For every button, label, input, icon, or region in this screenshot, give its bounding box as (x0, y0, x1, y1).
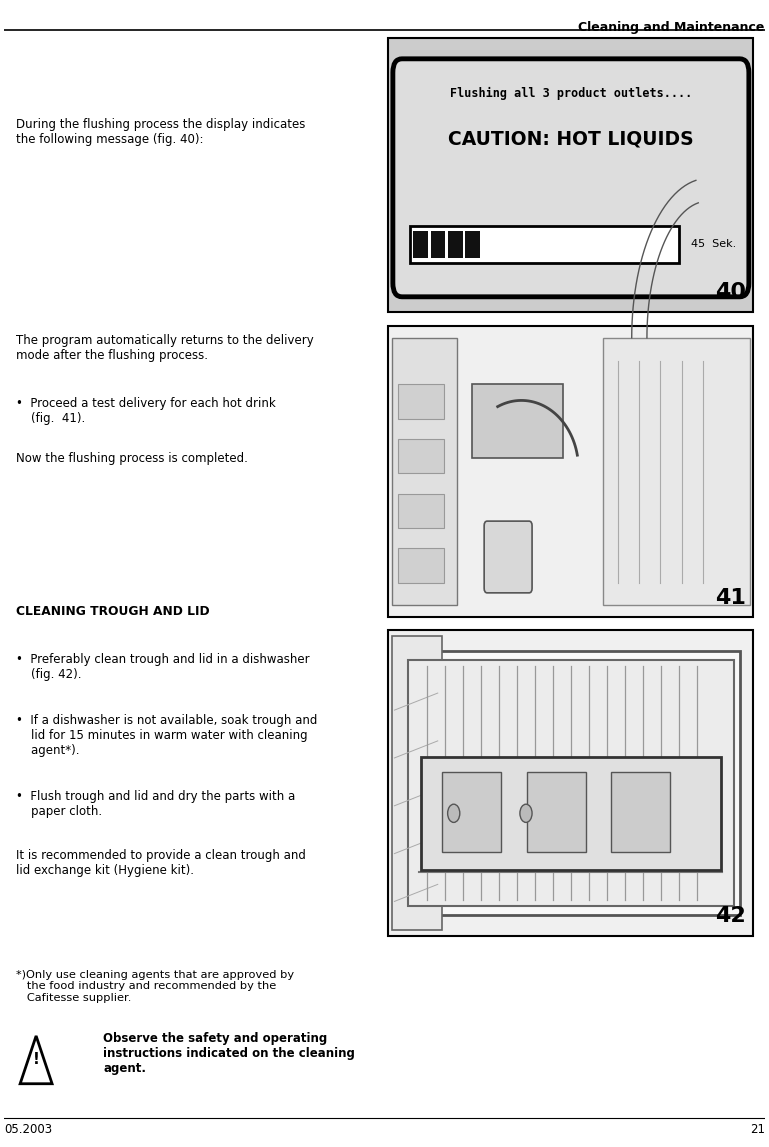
Text: !: ! (32, 1052, 39, 1067)
Text: *)Only use cleaning agents that are approved by
   the food industry and recomme: *)Only use cleaning agents that are appr… (15, 969, 294, 1002)
Bar (448, 232, 463, 258)
Bar (414, 232, 428, 258)
Bar (388, 327, 754, 617)
Text: 45  Sek.: 45 Sek. (691, 240, 736, 249)
Bar (603, 338, 750, 606)
Bar (398, 494, 444, 528)
Text: •  If a dishwasher is not available, soak trough and
    lid for 15 minutes in w: • If a dishwasher is not available, soak… (15, 713, 317, 757)
Bar (611, 772, 670, 852)
Text: 05.2003: 05.2003 (4, 1123, 52, 1137)
Text: Observe the safety and operating
instructions indicated on the cleaning
agent.: Observe the safety and operating instruc… (103, 1032, 355, 1076)
Bar (398, 548, 444, 583)
Bar (431, 232, 445, 258)
Circle shape (448, 804, 460, 822)
Bar (442, 772, 501, 852)
Bar (392, 338, 457, 606)
Text: •  Proceed a test delivery for each hot drink
    (fig.  41).: • Proceed a test delivery for each hot d… (15, 397, 275, 426)
Text: 42: 42 (715, 906, 746, 927)
Bar (472, 384, 563, 458)
FancyBboxPatch shape (421, 757, 721, 869)
Text: Now the flushing process is completed.: Now the flushing process is completed. (15, 452, 248, 465)
Circle shape (520, 804, 532, 822)
Text: The program automatically returns to the delivery
mode after the flushing proces: The program automatically returns to the… (15, 335, 313, 362)
Bar (388, 631, 754, 936)
Bar (392, 637, 441, 930)
Bar (527, 772, 586, 852)
Text: Flushing all 3 product outlets....: Flushing all 3 product outlets.... (450, 87, 692, 101)
Text: 40: 40 (715, 282, 746, 303)
FancyBboxPatch shape (388, 38, 754, 312)
FancyBboxPatch shape (484, 521, 532, 593)
Text: Cleaning and Maintenance: Cleaning and Maintenance (578, 22, 765, 34)
Bar (410, 226, 679, 263)
FancyBboxPatch shape (393, 58, 749, 297)
Text: CLEANING TROUGH AND LID: CLEANING TROUGH AND LID (15, 606, 209, 618)
Text: During the flushing process the display indicates
the following message (fig. 40: During the flushing process the display … (15, 118, 305, 146)
Text: 21: 21 (750, 1123, 765, 1137)
Text: •  Preferably clean trough and lid in a dishwasher
    (fig. 42).: • Preferably clean trough and lid in a d… (15, 653, 309, 681)
Bar (398, 384, 444, 419)
Bar (398, 439, 444, 474)
Bar (465, 232, 480, 258)
Bar (402, 651, 740, 915)
Bar (408, 660, 734, 906)
Text: •  Flush trough and lid and dry the parts with a
    paper cloth.: • Flush trough and lid and dry the parts… (15, 790, 295, 818)
Text: It is recommended to provide a clean trough and
lid exchange kit (Hygiene kit).: It is recommended to provide a clean tro… (15, 849, 305, 877)
Text: 41: 41 (715, 587, 746, 608)
Polygon shape (20, 1036, 52, 1084)
Text: CAUTION: HOT LIQUIDS: CAUTION: HOT LIQUIDS (448, 130, 694, 148)
